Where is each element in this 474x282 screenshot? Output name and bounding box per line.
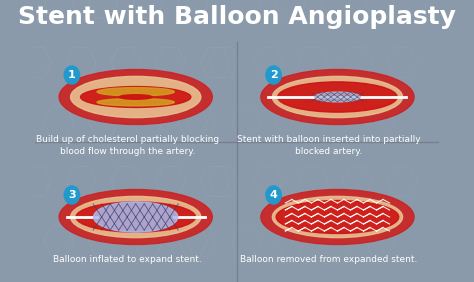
Ellipse shape	[261, 69, 414, 124]
Text: Stent with balloon inserted into partially
blocked artery.: Stent with balloon inserted into partial…	[237, 135, 421, 156]
Ellipse shape	[261, 190, 414, 244]
Ellipse shape	[59, 190, 212, 244]
Circle shape	[266, 66, 281, 84]
Ellipse shape	[119, 95, 152, 99]
Text: 4: 4	[270, 190, 278, 200]
Text: 2: 2	[270, 70, 277, 80]
Ellipse shape	[71, 76, 201, 118]
Text: Build up of cholesterol partially blocking
blood flow through the artery.: Build up of cholesterol partially blocki…	[36, 135, 219, 156]
Ellipse shape	[59, 69, 212, 124]
Text: Balloon removed from expanded stent.: Balloon removed from expanded stent.	[240, 255, 418, 264]
Circle shape	[64, 186, 80, 204]
Circle shape	[266, 186, 281, 204]
Ellipse shape	[97, 99, 174, 106]
Ellipse shape	[93, 202, 178, 232]
Ellipse shape	[276, 201, 399, 233]
Ellipse shape	[76, 202, 195, 232]
Text: Balloon inflated to expand stent.: Balloon inflated to expand stent.	[53, 255, 201, 264]
Ellipse shape	[81, 87, 191, 107]
Ellipse shape	[71, 196, 201, 238]
Ellipse shape	[97, 88, 174, 96]
Text: 1: 1	[68, 70, 76, 80]
Circle shape	[64, 66, 80, 84]
Ellipse shape	[314, 92, 360, 102]
Ellipse shape	[273, 196, 402, 238]
Text: Stent with Balloon Angioplasty: Stent with Balloon Angioplasty	[18, 5, 456, 29]
Ellipse shape	[278, 82, 397, 112]
Ellipse shape	[273, 76, 402, 118]
Text: 3: 3	[68, 190, 76, 200]
